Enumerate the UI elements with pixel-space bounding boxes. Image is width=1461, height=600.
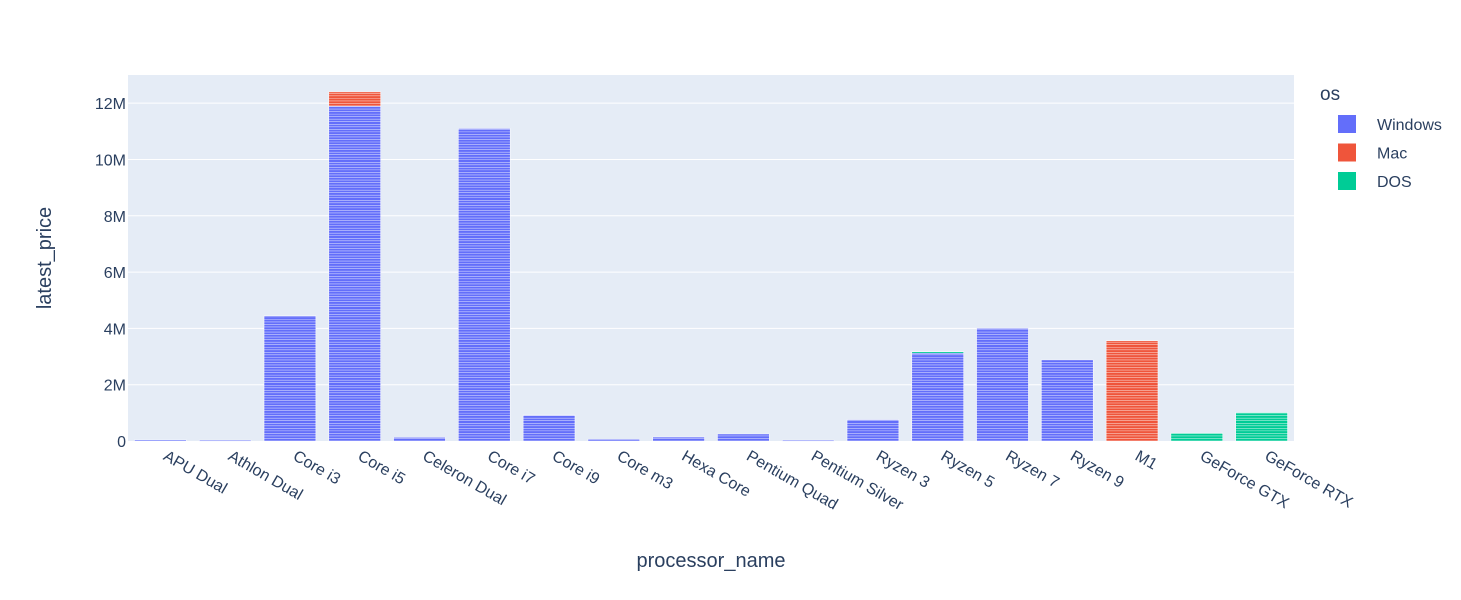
bar[interactable] [782, 439, 835, 442]
y-tick-label: 8M [104, 209, 126, 226]
x-tick-label: Ryzen 5 [938, 448, 997, 492]
x-tick-label: Core i5 [355, 448, 408, 489]
plot-background [128, 75, 1294, 441]
y-tick-label: 12M [95, 96, 126, 113]
x-tick-label: Ryzen 9 [1067, 448, 1126, 492]
y-tick-label: 10M [95, 152, 126, 169]
bar[interactable] [134, 439, 187, 442]
bar-segment[interactable] [328, 91, 381, 107]
bar-segment[interactable] [587, 439, 640, 442]
legend-label[interactable]: Mac [1377, 146, 1407, 163]
bar-segment[interactable] [199, 439, 252, 442]
y-tick-label: 6M [104, 265, 126, 282]
bar[interactable] [1170, 432, 1223, 442]
bar-segment[interactable] [1235, 412, 1288, 442]
legend-item[interactable]: Windows [1338, 115, 1442, 134]
legend-items[interactable]: Windows Mac DOS [1338, 115, 1442, 191]
bar-segment[interactable] [652, 436, 705, 442]
bar-segment[interactable] [522, 414, 576, 442]
bar-segment[interactable] [976, 328, 1029, 442]
grid-lines [128, 102, 1294, 386]
x-tick-label: Ryzen 7 [1003, 448, 1062, 492]
bar[interactable] [393, 437, 446, 442]
y-tick-label: 4M [104, 321, 126, 338]
legend-title: os [1320, 84, 1340, 105]
x-tick-label: Core i7 [484, 448, 537, 489]
bar-segment[interactable] [1105, 340, 1159, 442]
bar[interactable] [911, 352, 964, 442]
x-tick-label: Core i9 [549, 448, 602, 489]
x-tick-label: Hexa Core [679, 448, 754, 501]
y-tick-labels: 0 2M 4M 6M 8M 10M 12M [95, 96, 126, 451]
bar[interactable] [263, 315, 317, 442]
bar-segment[interactable] [263, 315, 317, 442]
bar-segment[interactable] [717, 433, 770, 442]
bar[interactable] [846, 419, 900, 442]
x-axis-title: processor_name [637, 550, 786, 572]
legend-swatch[interactable] [1338, 143, 1356, 162]
bar-segment[interactable] [458, 128, 511, 442]
y-tick-label: 0 [117, 434, 126, 451]
y-axis-title: latest_price [34, 207, 56, 309]
legend-label[interactable]: DOS [1377, 174, 1412, 191]
x-tick-label: M1 [1132, 448, 1160, 474]
bar-segment[interactable] [328, 105, 381, 442]
legend-item[interactable]: Mac [1338, 143, 1407, 163]
y-tick-label: 2M [104, 378, 126, 395]
bar-segment[interactable] [782, 439, 835, 442]
legend-label[interactable]: Windows [1377, 117, 1442, 134]
x-tick-label: Core m3 [614, 448, 676, 493]
bar[interactable] [587, 439, 640, 442]
legend-item[interactable]: DOS [1338, 172, 1412, 191]
bar-segment[interactable] [1170, 432, 1223, 442]
x-tick-label: APU Dual [160, 448, 229, 498]
bars[interactable] [134, 91, 1288, 442]
x-tick-label: Core i3 [290, 448, 343, 489]
bar-segment[interactable] [134, 439, 187, 442]
legend[interactable]: os Windows Mac DOS [1320, 84, 1442, 191]
bar[interactable] [1235, 412, 1288, 442]
bar[interactable] [328, 91, 381, 107]
bar-segment[interactable] [393, 437, 446, 442]
legend-swatch[interactable] [1338, 115, 1356, 133]
bar[interactable] [652, 436, 705, 442]
bar[interactable] [458, 128, 511, 442]
bar[interactable] [199, 439, 252, 442]
bar-segment[interactable] [911, 351, 964, 354]
bar[interactable] [911, 351, 964, 354]
bar-segment[interactable] [846, 419, 900, 442]
legend-swatch[interactable] [1338, 172, 1356, 190]
bar[interactable] [717, 433, 770, 442]
bar-segment[interactable] [911, 352, 964, 442]
bar-segment[interactable] [1041, 359, 1094, 442]
bar[interactable] [976, 328, 1029, 442]
